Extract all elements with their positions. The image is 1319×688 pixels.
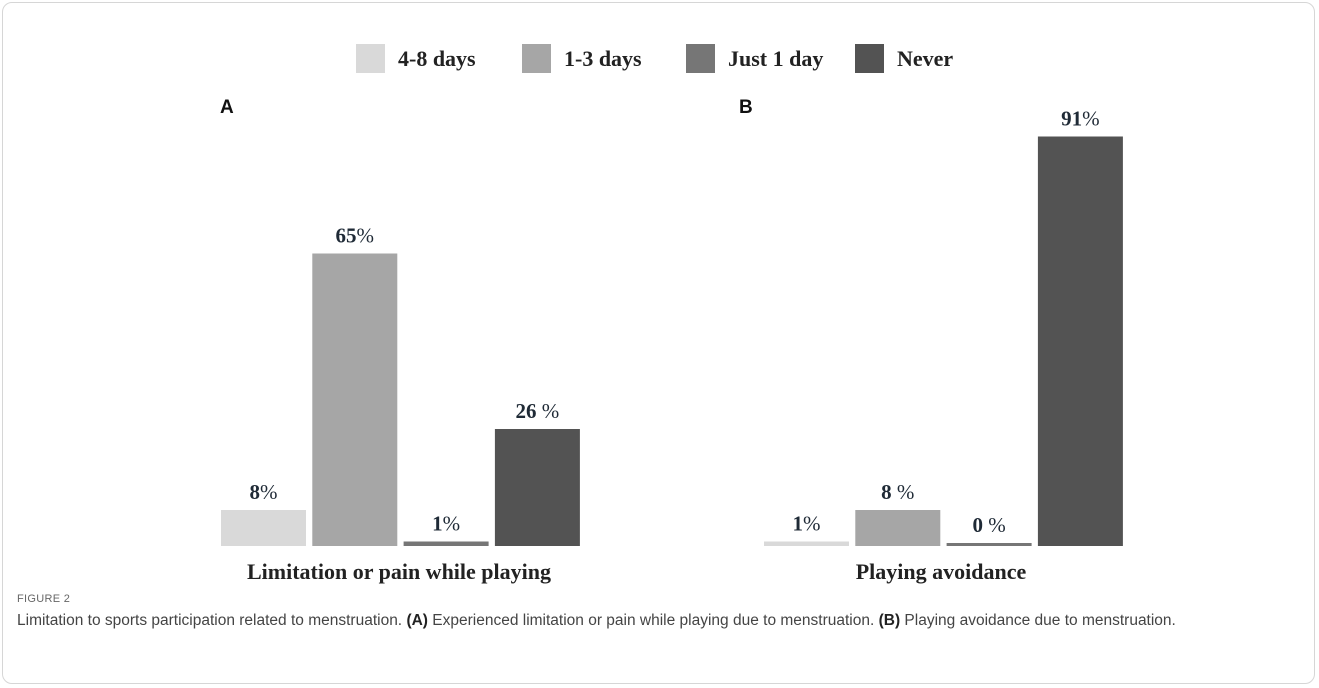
panel-letter: A [220,97,234,118]
figure-caption: Limitation to sports participation relat… [17,610,1307,632]
bar-never [1037,136,1123,546]
data-label: 65% [336,224,375,248]
legend-label-1: 4-8 days [398,46,476,71]
data-label: 26 % [516,399,560,423]
caption-marker-a: (A) [406,612,428,629]
data-label: 8% [250,480,278,504]
bar-4-8-days [221,510,306,546]
panel-b: B 1% 8 % 0 % 91% Playing avoidance [739,97,1123,584]
legend-label-4: Never [897,46,953,71]
data-label: 8 % [881,480,914,504]
data-label: 91% [1061,107,1100,131]
data-label: 1% [793,512,821,536]
bar-1-3-days [312,253,398,546]
data-label: 1% [432,512,460,536]
legend-swatch-1 [356,44,385,73]
bar-1-3-days [855,510,941,546]
caption-intro: Limitation to sports participation relat… [17,612,407,629]
panel-letter: B [739,97,753,118]
panel-title: Playing avoidance [856,559,1027,584]
bar-just-1-day [403,541,489,546]
bar-never [494,429,580,546]
legend-swatch-2 [522,44,551,73]
legend-swatch-4 [855,44,884,73]
caption-marker-b: (B) [878,612,901,629]
panel-a: A 8% 65% 1% 26 % Limitation or pain while pla… [220,97,580,584]
data-label: 0 % [972,513,1005,537]
legend-swatch-3 [686,44,715,73]
panel-title: Limitation or pain while playing [247,559,551,584]
figure-chart: 4-8 days 1-3 days Just 1 day Never A 8% 65% 1%… [220,44,1123,584]
legend: 4-8 days 1-3 days Just 1 day Never [356,44,953,73]
legend-label-3: Just 1 day [728,46,823,71]
legend-label-2: 1-3 days [564,46,642,71]
figure-label: FIGURE 2 [17,593,71,605]
bar-just-1-day [946,543,1032,546]
caption-text-a: Experienced limitation or pain while pla… [427,612,879,629]
caption-text-b: Playing avoidance due to menstruation. [900,612,1176,629]
bar-4-8-days [764,541,849,546]
